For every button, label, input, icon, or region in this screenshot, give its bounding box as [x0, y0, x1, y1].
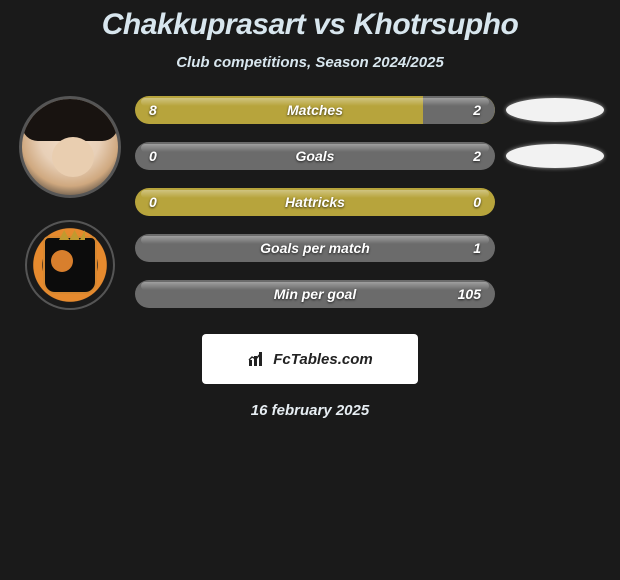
stat-row-mpg: Min per goal 105 — [135, 280, 495, 308]
stat-row-goals: 0 Goals 2 — [135, 142, 495, 170]
right-shards — [495, 91, 615, 308]
page-title: Chakkuprasart vs Khotrsupho — [0, 8, 620, 42]
stat-bar: Goals per match 1 — [135, 234, 495, 262]
shard-2 — [495, 142, 615, 170]
shard-empty — [495, 280, 615, 308]
attribution-box[interactable]: FcTables.com — [202, 334, 418, 384]
attribution-text: FcTables.com — [273, 351, 372, 368]
shard-empty — [495, 188, 615, 216]
player-avatar — [19, 96, 121, 198]
left-column — [5, 91, 135, 310]
comparison-card: Chakkuprasart vs Khotrsupho Club competi… — [0, 0, 620, 419]
main-columns: 8 Matches 2 0 Goals 2 0 Hattri — [0, 91, 620, 310]
stat-bar: 0 Hattricks 0 — [135, 188, 495, 216]
stat-row-hattricks: 0 Hattricks 0 — [135, 188, 495, 216]
stat-bar: Min per goal 105 — [135, 280, 495, 308]
club-badge — [25, 220, 115, 310]
shard-empty — [495, 234, 615, 262]
date-label: 16 february 2025 — [0, 402, 620, 419]
shard-1 — [495, 96, 615, 124]
stat-bar: 0 Goals 2 — [135, 142, 495, 170]
stats-bars: 8 Matches 2 0 Goals 2 0 Hattri — [135, 91, 495, 308]
chart-icon — [247, 350, 267, 368]
stat-row-matches: 8 Matches 2 — [135, 96, 495, 124]
stat-bar: 8 Matches 2 — [135, 96, 495, 124]
stat-row-gpm: Goals per match 1 — [135, 234, 495, 262]
subtitle: Club competitions, Season 2024/2025 — [0, 54, 620, 71]
